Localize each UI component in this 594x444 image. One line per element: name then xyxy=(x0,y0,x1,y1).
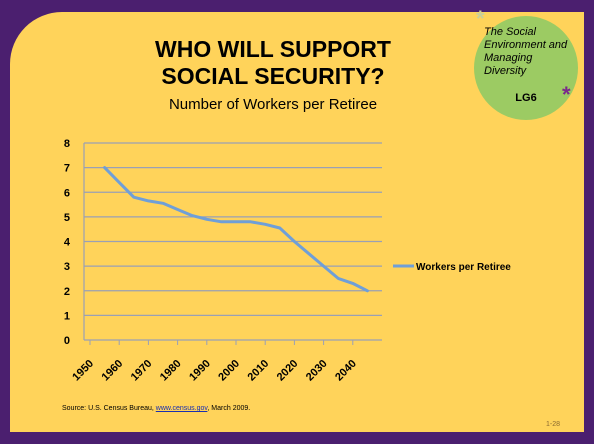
star-icon: * xyxy=(562,82,571,107)
x-tick-label: 1950 xyxy=(70,358,96,384)
x-tick-label: 2010 xyxy=(246,358,272,384)
y-tick-label: 6 xyxy=(64,187,70,199)
y-tick-label: 3 xyxy=(64,261,70,273)
title-line-1: WHO WILL SUPPORT xyxy=(155,36,391,62)
x-tick-label: 2000 xyxy=(216,358,242,384)
learning-goal-badge: The Social Environment and Managing Dive… xyxy=(474,16,578,120)
y-tick-label: 8 xyxy=(64,138,70,150)
title-line-2: SOCIAL SECURITY? xyxy=(161,63,385,89)
x-tick-label: 2030 xyxy=(304,358,330,384)
slide-title: WHO WILL SUPPORT SOCIAL SECURITY? xyxy=(110,36,436,90)
y-tick-label: 0 xyxy=(64,335,70,347)
page-number: 1-28 xyxy=(546,421,561,428)
x-tick-label: 1990 xyxy=(187,358,213,384)
y-tick-label: 2 xyxy=(64,286,70,298)
slide-subtitle: Number of Workers per Retiree xyxy=(168,96,378,113)
y-tick-label: 4 xyxy=(64,237,71,249)
y-tick-label: 7 xyxy=(64,163,70,175)
legend-label: Workers per Retiree xyxy=(416,262,511,273)
y-tick-label: 1 xyxy=(64,310,70,322)
source-prefix: Source: U.S. Census Bureau, xyxy=(62,405,156,412)
badge-text: The Social Environment and Managing Dive… xyxy=(484,26,568,77)
series-line xyxy=(103,166,369,293)
badge-code: LG6 xyxy=(515,92,537,104)
x-tick-label: 2020 xyxy=(275,358,301,384)
x-tick-label: 1960 xyxy=(100,358,126,384)
source-note: Source: U.S. Census Bureau, www.census.g… xyxy=(62,405,250,412)
x-tick-label: 2040 xyxy=(333,358,359,384)
x-tick-label: 1970 xyxy=(129,358,155,384)
y-tick-label: 5 xyxy=(64,212,70,224)
source-suffix: , March 2009. xyxy=(207,405,251,412)
x-tick-label: 1980 xyxy=(158,358,184,384)
source-link[interactable]: www.census.gov xyxy=(155,405,208,412)
star-icon: * xyxy=(476,6,485,31)
